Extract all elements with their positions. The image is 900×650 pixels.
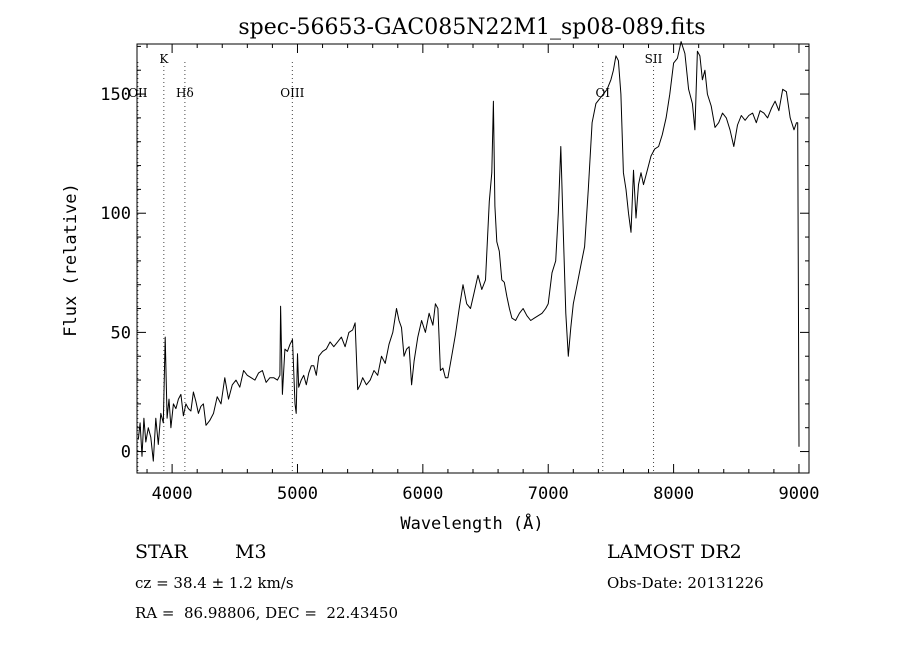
coordinates: RA = 86.98806, DEC = 22.43450 <box>135 604 399 622</box>
spectral-line-label: OII <box>128 86 148 100</box>
x-tick-label: 5000 <box>277 484 318 504</box>
x-axis: 4000 5000 6000 7000 8000 9000 <box>146 44 819 504</box>
survey-name: LAMOST DR2 <box>607 541 742 563</box>
object-subclass: M3 <box>235 541 267 563</box>
x-tick-label: 8000 <box>653 484 694 504</box>
y-tick-label: 150 <box>100 85 131 105</box>
chart-title: spec-56653-GAC085N22M1_sp08-089.fits <box>238 15 705 40</box>
spectral-line-label: OIII <box>280 86 304 100</box>
plot-frame <box>136 43 810 474</box>
x-axis-label: Wavelength (Å) <box>400 512 543 534</box>
y-axis: 0 50 100 150 <box>100 45 809 463</box>
spectrum-line <box>137 41 800 462</box>
spectrum-series <box>137 41 800 462</box>
x-tick-label: 7000 <box>528 484 569 504</box>
observation-date: Obs-Date: 20131226 <box>607 574 764 592</box>
object-class: STAR <box>135 541 188 563</box>
x-tick-label: 4000 <box>152 484 193 504</box>
spectral-line-label: Hδ <box>176 86 194 100</box>
y-tick-label: 100 <box>100 204 131 224</box>
spectral-line-label: SII <box>645 52 663 66</box>
y-tick-label: 0 <box>121 443 131 463</box>
y-axis-label: Flux (relative) <box>61 183 81 337</box>
x-tick-label: 9000 <box>778 484 819 504</box>
x-tick-label: 6000 <box>402 484 443 504</box>
y-tick-label: 50 <box>111 323 131 343</box>
spectral-line-label: K <box>159 52 169 66</box>
redshift-cz: cz = 38.4 ± 1.2 km/s <box>135 574 294 592</box>
